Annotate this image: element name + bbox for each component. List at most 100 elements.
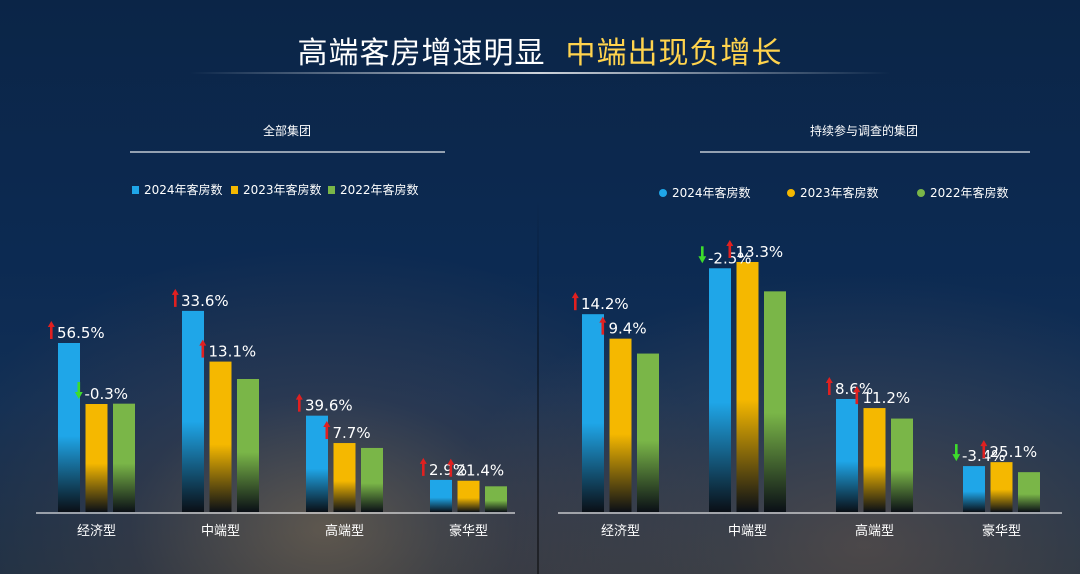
arrow-head xyxy=(599,316,607,323)
arrow-up-icon xyxy=(323,421,331,440)
bar xyxy=(361,447,383,512)
category-label: 经济型 xyxy=(601,524,640,539)
arrow-up-icon xyxy=(571,292,579,311)
arrow-head xyxy=(323,421,331,428)
page-title: 高端客房增速明显 中端出现负增长 xyxy=(0,28,1080,72)
bar xyxy=(85,404,108,512)
percent-label: 25.1% xyxy=(990,443,1038,461)
category-label: 高端型 xyxy=(855,523,894,539)
arrow-shaft xyxy=(325,426,329,440)
legend-swatch xyxy=(132,186,139,194)
arrow-shaft xyxy=(298,398,301,412)
arrow-down-icon xyxy=(74,382,83,400)
arrow-up-icon xyxy=(599,316,607,335)
percent-label: -2.5% xyxy=(708,249,752,267)
arrow-shaft xyxy=(855,391,859,405)
arrow-head xyxy=(447,458,455,465)
percent-label: 11.2% xyxy=(863,389,911,407)
percent-label: 39.6% xyxy=(305,397,353,415)
arrow-head xyxy=(952,454,961,462)
bar xyxy=(863,408,886,512)
percent-label: 13.3% xyxy=(736,243,784,261)
bar xyxy=(209,361,232,512)
bar xyxy=(237,378,259,512)
bar xyxy=(609,338,632,512)
arrow-up-icon xyxy=(980,440,988,459)
arrow-up-icon xyxy=(171,288,179,307)
bar xyxy=(990,462,1013,512)
bar xyxy=(430,479,452,512)
arrow-head xyxy=(74,392,83,400)
bar xyxy=(333,443,356,512)
arrow-up-icon xyxy=(47,321,55,339)
legend-swatch xyxy=(659,189,667,197)
percent-label: 33.6% xyxy=(181,292,229,310)
legend-swatch xyxy=(328,186,335,194)
arrow-up-icon xyxy=(853,386,861,405)
legend-swatch xyxy=(917,189,925,197)
arrow-head xyxy=(853,386,861,393)
arrow-shaft xyxy=(422,462,425,476)
legend-swatch xyxy=(787,189,795,197)
bar xyxy=(963,466,985,512)
arrow-shaft xyxy=(828,381,831,395)
bar xyxy=(764,291,786,512)
percent-label: -0.3% xyxy=(85,385,129,403)
arrow-up-icon xyxy=(447,458,455,477)
arrow-up-icon xyxy=(726,239,734,258)
arrow-shaft xyxy=(201,344,205,358)
title-part-1: 高端客房增速明显 xyxy=(297,36,546,71)
arrow-shaft xyxy=(955,444,958,457)
arrow-head xyxy=(698,256,707,264)
arrow-shaft xyxy=(50,326,53,339)
bar xyxy=(836,398,858,512)
bar xyxy=(113,403,135,512)
category-label: 豪华型 xyxy=(982,523,1021,539)
arrow-shaft xyxy=(449,463,453,477)
category-label: 经济型 xyxy=(77,524,116,539)
panel-divider xyxy=(537,200,539,574)
category-label: 中端型 xyxy=(728,524,767,539)
legend-label: 2022年客房数 xyxy=(930,185,1009,200)
arrow-head xyxy=(419,457,427,464)
arrow-shaft xyxy=(77,382,81,395)
percent-label: 2.9% xyxy=(429,461,467,479)
arrow-down-icon xyxy=(698,246,707,264)
bar xyxy=(582,314,604,512)
title-underline xyxy=(190,72,890,74)
percent-label: 9.4% xyxy=(609,320,647,338)
arrow-shaft xyxy=(601,321,605,335)
arrow-shaft xyxy=(174,293,177,307)
arrow-shaft xyxy=(982,445,986,459)
arrow-head xyxy=(726,239,734,246)
arrow-up-icon xyxy=(295,393,303,412)
bar xyxy=(485,486,507,512)
title-part-2: 中端出现负增长 xyxy=(565,36,783,71)
percent-label: 21.4% xyxy=(457,462,505,480)
bar xyxy=(457,480,480,512)
arrow-down-icon xyxy=(952,444,961,462)
legend-swatch xyxy=(231,186,238,194)
arrow-head xyxy=(571,292,579,299)
arrow-head xyxy=(295,393,303,400)
arrow-shaft xyxy=(574,297,577,311)
legend-label: 2022年客房数 xyxy=(340,182,419,197)
arrow-head xyxy=(199,339,207,346)
arrow-up-icon xyxy=(199,339,207,358)
percent-label: 56.5% xyxy=(57,324,105,342)
bar xyxy=(58,343,80,512)
arrow-head xyxy=(171,288,179,295)
category-label: 豪华型 xyxy=(449,523,488,539)
legend-label: 2023年客房数 xyxy=(800,185,879,200)
arrow-shaft xyxy=(728,244,732,258)
legend-label: 2024年客房数 xyxy=(144,182,223,197)
bar xyxy=(637,353,659,512)
arrow-head xyxy=(47,321,55,327)
bar xyxy=(1018,472,1040,512)
category-label: 中端型 xyxy=(201,524,240,539)
percent-label: 13.1% xyxy=(209,343,257,361)
arrow-up-icon xyxy=(825,376,833,395)
